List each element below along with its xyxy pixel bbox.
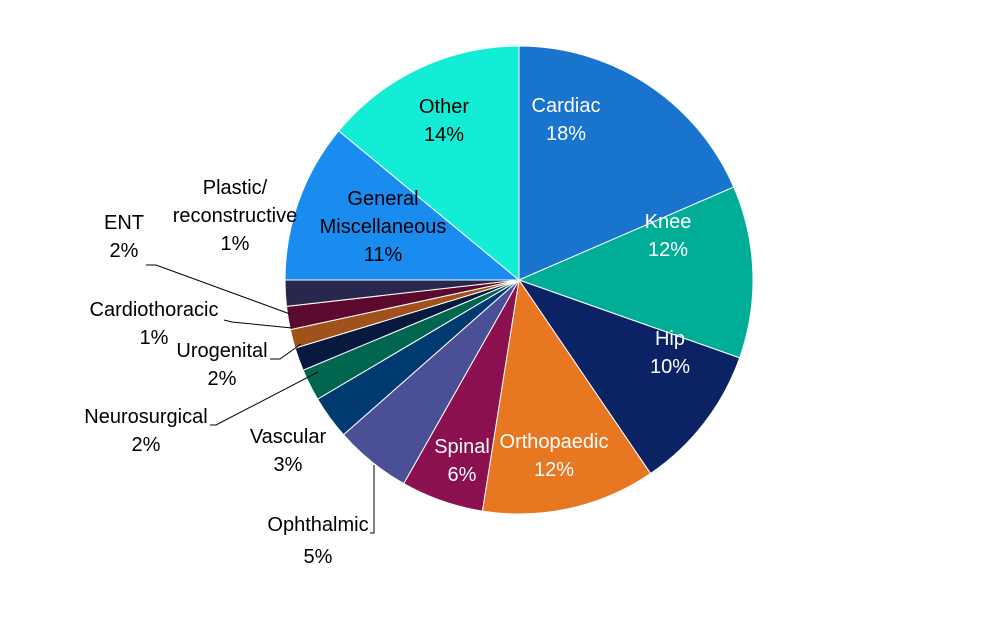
- leader-lines: [146, 264, 375, 534]
- leader-line-neurosurgical: [210, 371, 319, 426]
- pie-slice-other: [337, 45, 520, 282]
- data-label-general-miscellaneous: General Miscellaneous 11%: [320, 188, 447, 266]
- data-label-other: Other 14%: [419, 96, 469, 146]
- leader-line-ophthalmic: [370, 465, 375, 534]
- leader-line-urogenital: [270, 343, 302, 360]
- pie-slice-knee: [517, 186, 754, 359]
- pie-slice-hip: [517, 279, 741, 475]
- slice-labels: Cardiac 18% Knee 12% Hip 10% Orthopaedic 12%Spi…: [84, 95, 691, 568]
- data-label-cardiothoracic: Cardiothoracic 1%: [90, 299, 219, 349]
- data-label-spinal: Spinal 6%: [434, 436, 490, 486]
- pie-slice-cardiac: [518, 45, 735, 281]
- leader-line-ent: [146, 264, 291, 315]
- pie-slice-orthopaedic: [481, 278, 652, 515]
- data-label-urogenital: Urogenital 2%: [176, 340, 267, 390]
- data-label-hip: Hip 10%: [650, 328, 690, 378]
- leader-line-cardiothoracic: [223, 319, 293, 329]
- pie-slices: [284, 45, 754, 515]
- data-label-plastic-reconstructive: Plastic/reconstructive 1%: [173, 177, 298, 255]
- data-label-ophthalmic: Ophthalmic 5%: [267, 514, 368, 568]
- pie-slice-general-miscellaneous: [284, 130, 521, 281]
- data-label-orthopaedic: Orthopaedic 12%: [500, 431, 609, 481]
- data-label-cardiac: Cardiac 18%: [532, 95, 601, 145]
- data-label-neurosurgical: Neurosurgical 2%: [84, 406, 207, 456]
- data-label-ent: ENT 2%: [104, 212, 144, 262]
- data-label-knee: Knee 12%: [645, 211, 692, 261]
- data-label-vascular: Vascular 3%: [250, 426, 327, 476]
